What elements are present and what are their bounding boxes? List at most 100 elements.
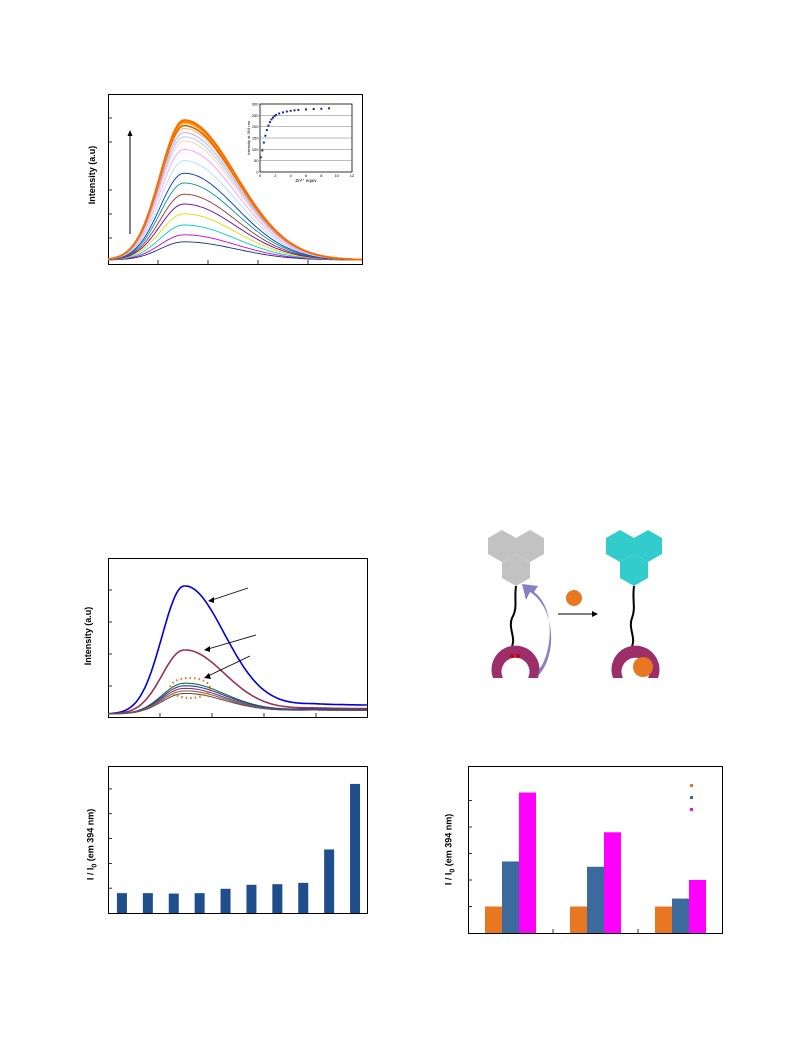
zn-ion xyxy=(566,590,582,606)
inset-ytick-label: 100 xyxy=(252,147,259,152)
bar-left-2 xyxy=(142,893,153,913)
bar-left-3 xyxy=(168,893,179,913)
inset-point xyxy=(312,107,315,110)
sensing-schematic xyxy=(488,530,662,678)
bar-left-6 xyxy=(246,884,257,913)
inset-point xyxy=(297,108,300,111)
inset-xtick-label: 4 xyxy=(290,173,293,178)
bar-right-bars xyxy=(485,792,706,933)
top-spectrum-ticks xyxy=(108,117,309,264)
bar-left-1 xyxy=(116,893,127,913)
cyan-hex-2 xyxy=(634,530,662,562)
inset-point xyxy=(268,121,271,124)
arrow-head-3 xyxy=(204,673,211,679)
inset-point xyxy=(328,107,330,110)
bar-right-g3-s3 xyxy=(689,880,706,933)
cyan-hex-3 xyxy=(620,554,648,586)
mid-spectrum-line-1 xyxy=(108,585,367,715)
arrow-head-2 xyxy=(204,646,210,652)
inset-point xyxy=(278,112,281,115)
inset-point xyxy=(272,116,275,119)
inset-xtick-label: 10 xyxy=(334,173,339,178)
linker-right xyxy=(629,585,635,647)
inset-ytick-label: 300 xyxy=(252,102,259,107)
increase-arrow-head xyxy=(127,130,133,136)
bar-right-legend xyxy=(690,784,693,811)
inset-point xyxy=(282,111,284,114)
dotted-cluster-ellipse xyxy=(168,676,212,700)
mid-spectrum-chart xyxy=(108,558,368,718)
mid-spectrum-line-4 xyxy=(108,685,367,715)
top-spectrum-lines xyxy=(108,119,363,261)
annotation-arrows xyxy=(204,587,257,679)
inset-point xyxy=(293,109,296,112)
legend-swatch-3 xyxy=(690,808,693,811)
bar-left-4 xyxy=(194,893,205,913)
bar-left-ticks xyxy=(108,788,112,889)
inset-xtick-label: 2 xyxy=(274,173,277,178)
receptor-right xyxy=(611,645,660,678)
inset-points xyxy=(259,107,330,159)
inset-point xyxy=(285,110,288,113)
inset-ylabel: Intensity at 394 nm xyxy=(246,120,251,154)
bar-left-5 xyxy=(220,888,231,913)
inset-point xyxy=(275,113,278,116)
inset-xlabel: Zn²⁺ equiv xyxy=(295,178,317,183)
inset-point xyxy=(273,115,276,118)
inset-point xyxy=(259,156,262,159)
bar-left-7 xyxy=(272,884,283,913)
bar-right-ylabel: I / I0 (em 394 nm) xyxy=(443,813,457,886)
bar-right-g2-s3 xyxy=(604,832,621,933)
lone-pair-dot-1 xyxy=(510,654,514,658)
fluorophore-off xyxy=(488,530,544,586)
inset-gridlines xyxy=(260,115,352,161)
lone-pair-dot-2 xyxy=(516,654,520,658)
inset-xtick-label: 6 xyxy=(305,173,308,178)
arrow-line-1 xyxy=(211,587,249,601)
gray-hex-1 xyxy=(488,530,516,562)
bar-left-8 xyxy=(298,882,309,913)
bar-right-g2-s1 xyxy=(570,906,587,933)
inset-point xyxy=(305,108,307,111)
inset-ytick-label: 150 xyxy=(252,136,259,141)
arrow-line-2 xyxy=(207,634,257,650)
inset-point xyxy=(261,149,264,152)
mid-spectrum-ylabel: Intensity (a.u) xyxy=(83,606,93,666)
inset-xtick-label: 12 xyxy=(350,173,355,178)
bar-left-ylabel: I / I0 (em 394 nm) xyxy=(85,808,99,881)
reaction-arrow-head xyxy=(592,611,598,617)
spectrum-line-18 xyxy=(108,119,363,261)
inset-xtick-label: 0 xyxy=(259,173,262,178)
bar-left-bars xyxy=(116,783,361,913)
mid-spectrum-frame xyxy=(108,558,368,718)
inset-xtick-label: 8 xyxy=(320,173,323,178)
bar-right-ticks xyxy=(468,800,639,933)
legend-swatch-2 xyxy=(690,796,693,799)
inset-point xyxy=(270,118,273,121)
pet-arrow xyxy=(522,584,552,678)
bar-right-g1-s3 xyxy=(519,792,536,933)
inset-point xyxy=(289,109,292,112)
bar-right-chart xyxy=(468,766,723,934)
linker-left xyxy=(509,585,517,647)
bar-left-chart xyxy=(108,766,368,914)
inset-point xyxy=(265,129,268,132)
fluorophore-on xyxy=(606,530,662,586)
mid-spectrum-line-7 xyxy=(108,692,367,715)
bar-right-g1-s2 xyxy=(502,861,519,933)
mid-spectrum-lines xyxy=(108,585,367,715)
bar-left-9 xyxy=(324,849,335,913)
inset-ytick-label: 250 xyxy=(252,113,259,118)
inset-ytick-label: 50 xyxy=(254,158,259,163)
inset-point xyxy=(267,124,270,127)
top-spectrum-ylabel: Intensity (a.u) xyxy=(87,145,97,205)
arrow-line-3 xyxy=(207,655,251,677)
gray-hex-3 xyxy=(502,554,530,586)
receptor-left xyxy=(491,645,540,678)
legend-swatch-1 xyxy=(690,784,693,787)
inset-ytick-label: 200 xyxy=(252,124,259,129)
inset-ytick-label: 0 xyxy=(256,170,259,175)
cyan-hex-1 xyxy=(606,530,634,562)
